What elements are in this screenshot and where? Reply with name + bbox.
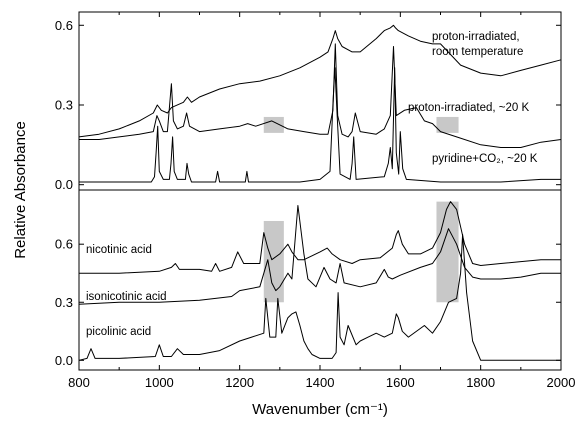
bottom-highlight-band-1 [263, 220, 284, 303]
bottom-panel: 0.0 0.3 0.6 800 1000 1200 1400 1600 1800 2000 nic… [55, 12, 576, 390]
bottom-highlight-band-2 [436, 201, 459, 303]
series-line-picolinic-acid [78, 234, 561, 361]
label-isonicotinic-acid: isonicotinic acid [86, 291, 167, 303]
y-axis-title: Relative Absorbance [12, 121, 29, 259]
x-tick-label: 1600 [386, 375, 415, 390]
bottom-highlight-bands [263, 201, 459, 303]
x-tick-label: 1200 [225, 375, 254, 390]
top-y-tick-label: 0.0 [55, 177, 73, 192]
x-tick-label: 1400 [306, 375, 335, 390]
label-pyridine-co2: pyridine+CO₂, ~20 K [432, 153, 538, 165]
label-proton-20k: proton-irradiated, ~20 K [408, 102, 529, 114]
label-rt-line1: proton-irradiated, [432, 31, 520, 43]
bottom-axis-ticks: 0.0 0.3 0.6 800 1000 1200 1400 1600 1800 2000 [55, 12, 576, 390]
series-line-isonicotinic-acid [78, 205, 561, 305]
top-highlight-band-1 [263, 116, 284, 133]
top-y-ticks: 0.0 0.3 0.6 [55, 18, 561, 192]
x-axis-title: Wavenumber (cm⁻¹) [252, 401, 388, 418]
top-y-tick-label: 0.3 [55, 97, 73, 112]
label-rt-line2: room temperature [432, 46, 523, 58]
bottom-spectra [78, 201, 561, 361]
top-highlight-band-2 [436, 116, 459, 133]
x-tick-label: 1000 [145, 375, 174, 390]
series-line-pyridine-co2-20-k [79, 67, 561, 183]
series-line-proton-irradiated-20-k [79, 43, 562, 148]
bottom-y-tick-label: 0.3 [55, 295, 73, 310]
label-picolinic-acid: picolinic acid [86, 326, 151, 338]
x-tick-label: 2000 [547, 375, 576, 390]
series-line-nicotinic-acid [79, 201, 561, 274]
bottom-y-tick-label: 0.0 [55, 353, 73, 368]
bottom-plot-frame [78, 189, 562, 371]
label-nicotinic-acid: nicotinic acid [86, 244, 152, 256]
x-tick-label: 800 [68, 375, 90, 390]
series-line-proton-irradiated-room-temperature [78, 24, 562, 138]
top-highlight-bands [263, 116, 459, 133]
x-tick-label: 1800 [466, 375, 495, 390]
top-spectra [78, 24, 562, 183]
bottom-y-tick-label: 0.6 [55, 237, 73, 252]
top-panel: 0.0 0.3 0.6 proton-irradiated, room temper… [55, 11, 562, 192]
top-y-tick-label: 0.6 [55, 18, 73, 33]
